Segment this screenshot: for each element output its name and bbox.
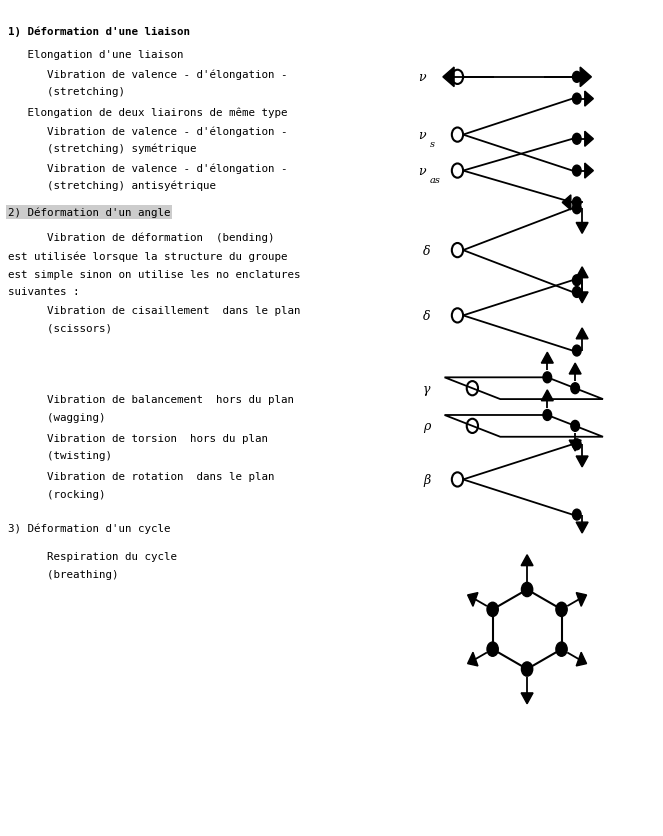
Text: (breathing): (breathing) — [8, 569, 119, 579]
Circle shape — [543, 373, 552, 383]
Circle shape — [573, 134, 581, 145]
Text: (rocking): (rocking) — [8, 489, 105, 499]
Polygon shape — [576, 293, 588, 303]
Text: (stretching): (stretching) — [8, 87, 125, 97]
Text: est simple sinon on utilise les no enclatures: est simple sinon on utilise les no encla… — [8, 269, 300, 279]
Polygon shape — [521, 693, 533, 704]
Text: (scissors): (scissors) — [8, 324, 112, 334]
Circle shape — [573, 440, 581, 450]
Text: Vibration de cisaillement  dans le plan: Vibration de cisaillement dans le plan — [8, 306, 300, 316]
Text: 3) Déformation d'un cycle: 3) Déformation d'un cycle — [8, 522, 170, 533]
Polygon shape — [576, 223, 588, 234]
Polygon shape — [576, 522, 588, 533]
Text: (stretching) symétrique: (stretching) symétrique — [8, 144, 196, 155]
Circle shape — [556, 603, 567, 617]
Circle shape — [487, 603, 499, 617]
Circle shape — [573, 346, 581, 356]
Text: Elongation de deux liairons de même type: Elongation de deux liairons de même type — [8, 107, 288, 118]
Text: δ: δ — [423, 244, 430, 257]
Polygon shape — [585, 132, 593, 147]
Circle shape — [522, 662, 533, 676]
Text: (wagging): (wagging) — [8, 412, 105, 422]
Polygon shape — [576, 329, 588, 339]
Polygon shape — [542, 353, 553, 364]
Text: Vibration de déformation  (bending): Vibration de déformation (bending) — [8, 232, 274, 243]
Text: Respiration du cycle: Respiration du cycle — [8, 552, 177, 562]
Text: Elongation d'une liaison: Elongation d'une liaison — [8, 50, 184, 60]
Polygon shape — [585, 164, 593, 179]
Circle shape — [573, 510, 581, 520]
Polygon shape — [467, 652, 478, 666]
Text: ρ: ρ — [423, 420, 430, 433]
Text: Vibration de rotation  dans le plan: Vibration de rotation dans le plan — [8, 472, 274, 482]
Polygon shape — [467, 593, 478, 607]
Text: 1) Déformation d'une liaison: 1) Déformation d'une liaison — [8, 27, 190, 38]
Circle shape — [487, 642, 499, 656]
Polygon shape — [562, 196, 571, 211]
Text: γ: γ — [423, 382, 430, 395]
Polygon shape — [570, 364, 581, 375]
Text: Vibration de valence - d'élongation -: Vibration de valence - d'élongation - — [8, 69, 288, 80]
Text: Vibration de torsion  hors du plan: Vibration de torsion hors du plan — [8, 433, 268, 443]
Text: ν: ν — [418, 129, 426, 142]
Text: Vibration de valence - d'élongation -: Vibration de valence - d'élongation - — [8, 126, 288, 137]
Text: (twisting): (twisting) — [8, 451, 112, 461]
Text: (stretching) antisyétrique: (stretching) antisyétrique — [8, 181, 216, 191]
Circle shape — [573, 203, 581, 215]
Polygon shape — [576, 652, 587, 666]
Text: Vibration de valence - d'élongation -: Vibration de valence - d'élongation - — [8, 163, 288, 174]
Circle shape — [573, 166, 581, 177]
Circle shape — [571, 383, 579, 394]
Polygon shape — [576, 268, 588, 278]
Circle shape — [571, 421, 579, 431]
Text: Vibration de balancement  hors du plan: Vibration de balancement hors du plan — [8, 395, 294, 405]
Polygon shape — [570, 441, 581, 451]
Polygon shape — [576, 456, 588, 467]
Text: s: s — [430, 140, 435, 149]
Polygon shape — [585, 92, 593, 107]
Text: ν: ν — [418, 71, 426, 84]
Text: ν: ν — [418, 165, 426, 178]
Text: δ: δ — [423, 309, 430, 323]
Circle shape — [573, 276, 581, 286]
Circle shape — [556, 642, 567, 656]
Polygon shape — [580, 68, 591, 88]
Text: est utilisée lorsque la structure du groupe: est utilisée lorsque la structure du gro… — [8, 251, 288, 262]
Circle shape — [543, 410, 552, 421]
Text: suivantes :: suivantes : — [8, 287, 80, 297]
Circle shape — [522, 583, 533, 597]
Text: β: β — [423, 473, 430, 487]
Polygon shape — [542, 390, 553, 401]
Circle shape — [573, 197, 581, 209]
Polygon shape — [521, 555, 533, 566]
Circle shape — [573, 94, 581, 105]
Text: as: as — [430, 176, 440, 185]
Polygon shape — [576, 593, 587, 607]
Circle shape — [573, 288, 581, 298]
Polygon shape — [443, 68, 454, 88]
Text: 2) Déformation d'un angle: 2) Déformation d'un angle — [8, 207, 170, 218]
Circle shape — [573, 73, 581, 84]
